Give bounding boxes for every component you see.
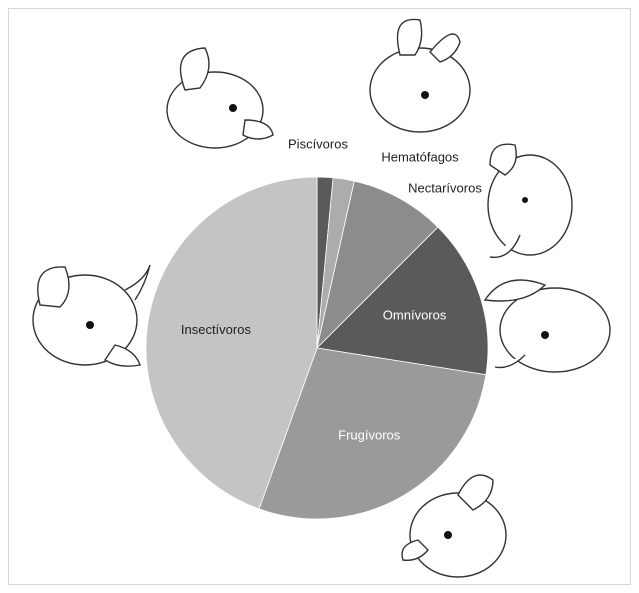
slice-label: Piscívoros [288, 136, 348, 151]
slice-label: Hematófagos [381, 149, 459, 164]
pie-slice [316, 180, 439, 350]
slice-label: Omnívoros [383, 308, 447, 323]
pie-slice [316, 226, 489, 376]
slice-label: Insectívoros [181, 322, 252, 337]
slice-label: Nectarívoros [408, 180, 482, 195]
pie-slice [258, 347, 487, 520]
pie: Piscívoros Hematófagos Nectarívoros Omnívor… [145, 136, 489, 520]
pie-slice [145, 176, 318, 510]
slice-label: Frugívoros [338, 428, 401, 443]
bat-illustrations [32, 18, 611, 578]
